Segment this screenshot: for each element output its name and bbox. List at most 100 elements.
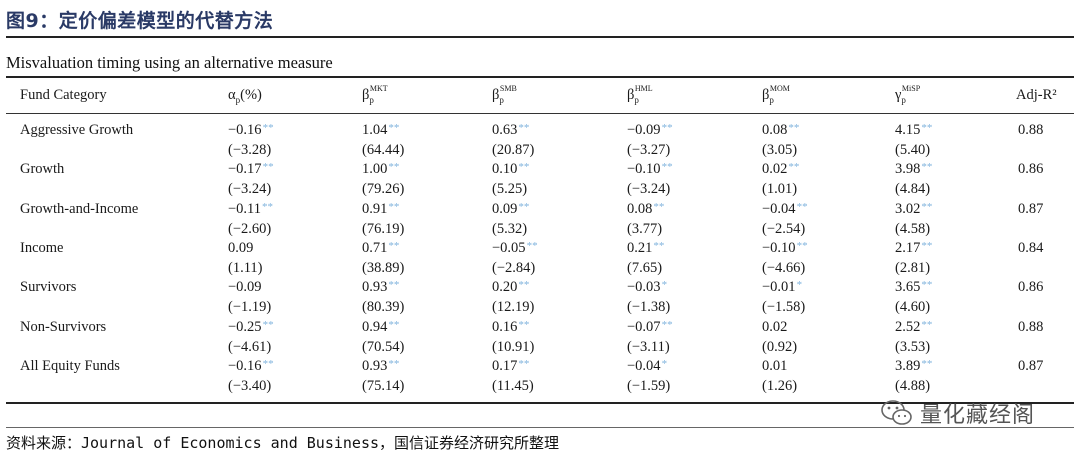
smb-coef-value: 0.09 (492, 200, 518, 217)
smb-coef-value: 0.20 (492, 279, 518, 296)
watermark: 量化藏经阁 (880, 397, 1035, 429)
table-row: Survivors −0.09 (−1.19) 0.93** (80.39) 0.20**… (0, 277, 1080, 317)
significance-stars: ** (788, 122, 800, 134)
hml-coef-value: −0.10 (627, 161, 661, 178)
smb-coef-cell: 0.63** (492, 122, 529, 139)
significance-stars: ** (388, 239, 400, 252)
hml-coef-cell: −0.10** (627, 161, 673, 178)
mom-tstat-cell: (−2.54) (762, 220, 806, 237)
header-alpha-subscript: p (235, 95, 241, 105)
alpha-coef-value: 0.09 (228, 239, 254, 256)
mom-tstat-cell: (−4.66) (762, 259, 806, 276)
misp-tstat-cell: (5.40) (895, 142, 931, 158)
misp-coef-cell: 3.02** (895, 201, 932, 218)
mom-coef-value: −0.10 (762, 239, 796, 256)
alpha-coef-value: −0.09 (228, 279, 262, 296)
alpha-tstat-cell: (−1.19) (228, 299, 272, 316)
header-gamma-symbol: γ (895, 87, 902, 103)
header-beta-subscript: p (769, 95, 774, 105)
header-beta-subscript: p (369, 95, 374, 105)
table-row: Income 0.09 (1.11) 0.71** (38.89) −0.05** (−2.… (0, 238, 1080, 278)
significance-stars: ** (921, 239, 933, 252)
misp-tstat-cell: (3.53) (895, 338, 931, 355)
adj-r2-cell: 0.87 (1018, 357, 1044, 374)
fund-category-cell: Aggressive Growth (20, 122, 134, 138)
header-beta-mkt: βp MKT (362, 84, 388, 105)
alpha-tstat-cell: (−3.40) (228, 377, 272, 394)
smb-coef-cell: −0.05** (492, 240, 538, 257)
misp-tstat-cell: (2.81) (895, 259, 931, 276)
adj-r2-cell: 0.87 (1018, 200, 1044, 217)
significance-stars: ** (388, 200, 400, 213)
hml-coef-cell: 0.21** (627, 240, 664, 257)
mom-coef-value: 0.01 (762, 357, 788, 374)
mom-coef-value: 0.02 (762, 161, 788, 178)
alpha-coef-cell: −0.16** (228, 122, 274, 139)
significance-stars: ** (518, 279, 530, 292)
mkt-tstat-cell: (76.19) (362, 220, 405, 237)
mom-coef-value: −0.01 (762, 279, 796, 296)
misp-coef-value: 3.02 (895, 200, 921, 217)
header-mkt-superscript: MKT (369, 84, 388, 93)
significance-stars: ** (921, 279, 933, 292)
hml-tstat-cell: (7.65) (627, 259, 663, 276)
mom-coef-cell: −0.01* (762, 279, 802, 296)
significance-stars: ** (921, 357, 933, 370)
significance-stars: ** (388, 279, 400, 292)
hml-coef-cell: −0.03* (627, 279, 667, 296)
mkt-tstat-cell: (38.89) (362, 259, 405, 276)
misp-tstat-cell: (4.60) (895, 299, 931, 316)
hml-coef-value: −0.07 (627, 318, 661, 335)
smb-tstat-cell: (5.32) (492, 220, 528, 237)
smb-coef-value: 0.10 (492, 161, 518, 178)
significance-stars: ** (388, 161, 400, 174)
smb-coef-value: 0.63 (492, 122, 518, 138)
adj-r2-cell: 0.86 (1018, 161, 1044, 178)
significance-stars: * (661, 357, 668, 370)
significance-stars: ** (518, 318, 530, 331)
significance-stars: * (661, 279, 668, 292)
figure-title: 图9：定价偏差模型的代替方法 (6, 10, 274, 32)
hml-tstat-cell: (−3.24) (627, 181, 671, 198)
smb-coef-cell: 0.16** (492, 319, 529, 336)
alpha-tstat-cell: (−4.61) (228, 338, 272, 355)
significance-stars: ** (661, 122, 673, 134)
header-gamma-misp: γp MiSP (895, 84, 920, 105)
significance-stars: ** (518, 122, 530, 134)
header-fund-category: Fund Category (20, 87, 107, 103)
alpha-coef-cell: 0.09 (228, 240, 254, 257)
significance-stars: ** (653, 200, 665, 213)
alpha-coef-cell: −0.16** (228, 358, 274, 375)
significance-stars: ** (388, 122, 400, 134)
misp-coef-cell: 3.98** (895, 161, 932, 178)
table-row: Growth-and-Income −0.11** (−2.60) 0.91** (76… (0, 199, 1080, 239)
smb-coef-cell: 0.17** (492, 358, 529, 375)
header-gamma-subscript: p (901, 95, 906, 105)
source-note: 资料来源：Journal of Economics and Business，国… (6, 434, 560, 452)
hml-tstat-cell: (−1.38) (627, 299, 671, 316)
header-alpha: αp(%) (228, 87, 262, 105)
misp-coef-cell: 3.65** (895, 279, 932, 296)
header-beta-subscript: p (499, 95, 504, 105)
alpha-tstat-cell: (−3.24) (228, 181, 272, 198)
mkt-coef-cell: 0.91** (362, 201, 399, 218)
mom-tstat-cell: (1.26) (762, 377, 798, 394)
significance-stars: ** (262, 318, 274, 331)
header-beta-symbol: β (362, 87, 370, 103)
alpha-tstat-cell: (−2.60) (228, 220, 272, 237)
smb-coef-value: −0.05 (492, 239, 526, 256)
mkt-coef-cell: 1.00** (362, 161, 399, 178)
header-hml-superscript: HML (634, 84, 653, 93)
alpha-coef-cell: −0.11** (228, 201, 273, 218)
alpha-tstat-cell: (−3.28) (228, 142, 272, 158)
header-alpha-unit: (%) (240, 87, 262, 103)
header-beta-symbol: β (492, 87, 500, 103)
header-top-rule (6, 76, 1074, 78)
misp-coef-cell: 3.89** (895, 358, 932, 375)
smb-coef-value: 0.17 (492, 357, 518, 374)
significance-stars: ** (518, 161, 530, 174)
misp-coef-value: 3.98 (895, 161, 921, 178)
hml-coef-value: −0.04 (627, 357, 661, 374)
misp-tstat-cell: (4.84) (895, 181, 931, 198)
misp-coef-cell: 2.17** (895, 240, 932, 257)
